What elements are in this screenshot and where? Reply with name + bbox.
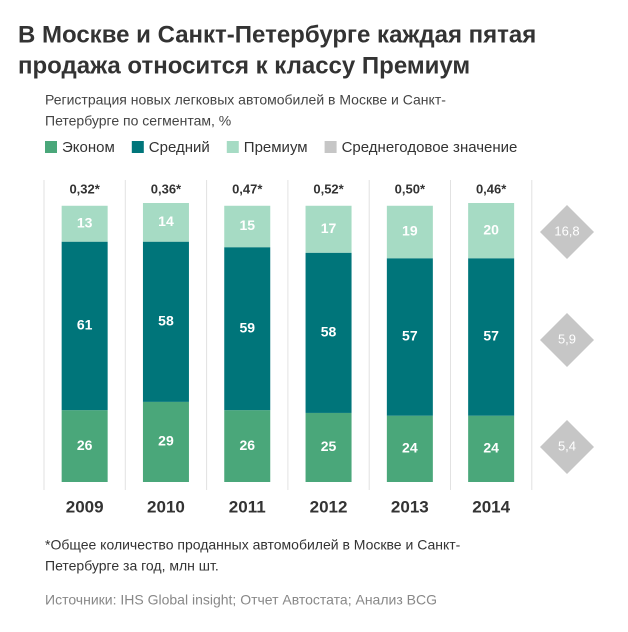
legend-swatch <box>324 141 337 153</box>
data-label: 61 <box>77 317 93 333</box>
footnote: Петербурге за год, млн шт. <box>45 558 219 574</box>
average-label: 16,8 <box>554 223 579 238</box>
subtitle: Регистрация новых легковых автомобилей в… <box>45 92 446 108</box>
data-label: 58 <box>158 312 174 328</box>
average-diamond <box>540 205 594 259</box>
data-label: 59 <box>239 319 255 335</box>
bar-segment <box>142 203 189 242</box>
data-label: 14 <box>158 213 174 229</box>
legend-swatch <box>45 141 57 153</box>
data-label: 58 <box>321 324 337 340</box>
average-label: 5,9 <box>558 331 576 346</box>
x-tick-label: 2012 <box>310 497 348 516</box>
bar-segment <box>224 410 271 482</box>
average-label: 5,4 <box>558 438 576 453</box>
bar-segment <box>468 203 515 259</box>
bar-segment <box>61 410 108 482</box>
data-label: 57 <box>402 328 418 344</box>
total-label: 0,46* <box>476 181 507 196</box>
chart-title: продажа относится к классу Премиум <box>18 52 470 79</box>
data-label: 25 <box>321 438 337 454</box>
average-diamond <box>540 313 594 367</box>
legend-swatch <box>131 141 144 153</box>
total-label: 0,47* <box>232 181 263 196</box>
data-label: 57 <box>483 328 499 344</box>
x-tick-label: 2009 <box>66 497 104 516</box>
data-label: 26 <box>77 437 93 453</box>
data-label: 20 <box>483 221 499 237</box>
bar-segment <box>61 241 108 411</box>
data-label: 15 <box>239 217 255 233</box>
legend-label: Премиум <box>244 139 308 156</box>
data-label: 19 <box>402 223 418 239</box>
legend-label: Средний <box>149 139 210 156</box>
x-tick-label: 2011 <box>229 497 266 516</box>
source: Источники: IHS Global insight; Отчет Авт… <box>45 592 437 608</box>
bar-segment <box>386 415 433 482</box>
legend-swatch <box>226 141 239 153</box>
legend-label: Эконом <box>62 139 115 156</box>
subtitle: Петербурге по сегментам, % <box>45 113 231 129</box>
bar-segment <box>468 415 515 482</box>
total-label: 0,52* <box>313 181 344 196</box>
data-label: 29 <box>158 433 174 449</box>
bar-segment <box>305 412 352 482</box>
data-label: 24 <box>402 440 418 456</box>
bar-segment <box>142 401 189 482</box>
data-label: 26 <box>239 437 255 453</box>
data-label: 17 <box>321 220 337 236</box>
legend-label: Среднегодовое значение <box>342 139 518 156</box>
bar-segment <box>386 205 433 259</box>
bar-segment <box>142 241 189 402</box>
bar-segment <box>305 252 352 413</box>
bar-segment <box>386 258 433 416</box>
bar-segment <box>305 205 352 253</box>
x-tick-label: 2014 <box>472 497 510 516</box>
x-tick-label: 2010 <box>147 497 185 516</box>
chart-title: В Москве и Санкт-Петербурге каждая пятая <box>18 21 536 48</box>
bar-segment <box>468 258 515 416</box>
total-label: 0,32* <box>69 181 100 196</box>
total-label: 0,50* <box>395 181 426 196</box>
bar-segment <box>61 205 108 242</box>
footnote: *Общее количество проданных автомобилей … <box>45 537 461 553</box>
x-tick-label: 2013 <box>391 497 429 516</box>
data-label: 13 <box>77 214 93 230</box>
bar-segment <box>224 247 271 411</box>
average-diamond <box>540 420 594 474</box>
data-label: 24 <box>483 440 499 456</box>
bar-segment <box>224 205 271 248</box>
total-label: 0,36* <box>151 181 182 196</box>
